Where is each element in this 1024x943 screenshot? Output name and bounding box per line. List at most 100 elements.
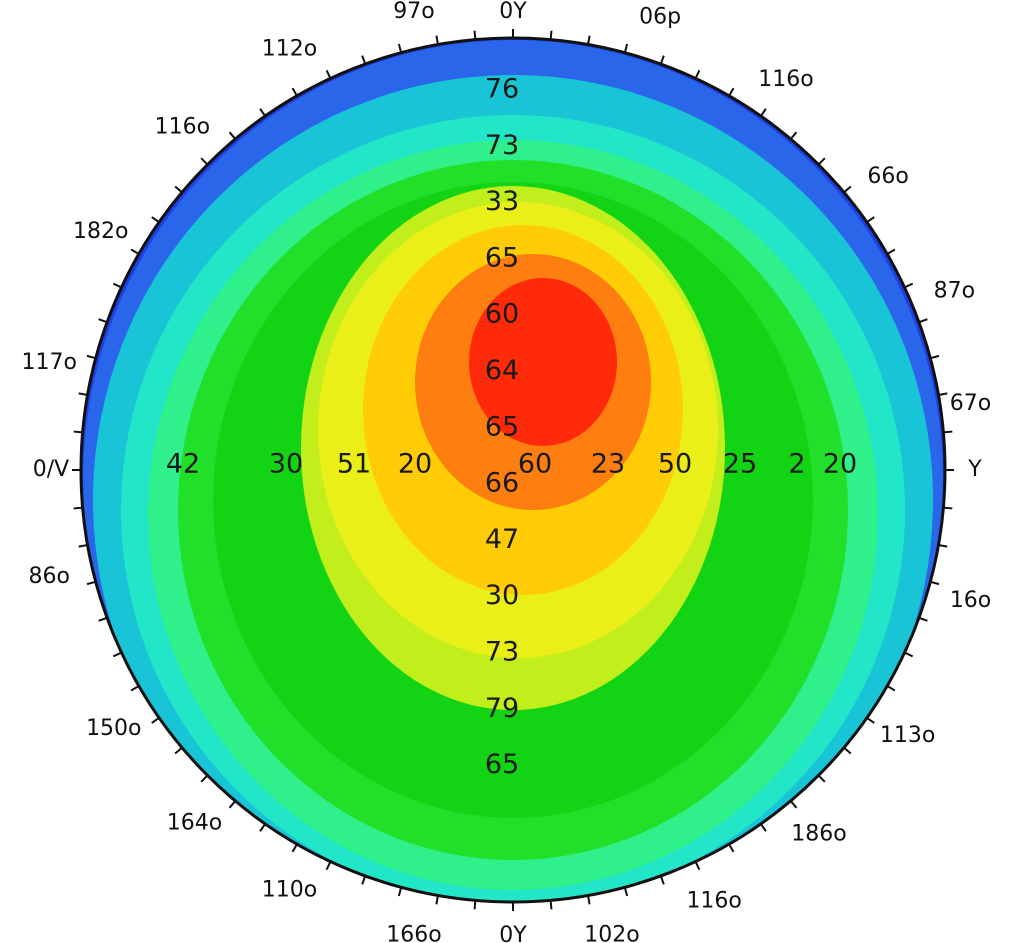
rim-tick (587, 35, 591, 45)
vertical-value-label: 30 (485, 580, 519, 611)
vertical-value-label: 73 (485, 130, 519, 161)
rim-tick (435, 35, 439, 45)
vertical-value-label: 65 (485, 411, 519, 442)
horizontal-value-label: 25 (723, 449, 757, 480)
vertical-value-label: 73 (485, 637, 519, 668)
contour-level-12 (469, 278, 617, 446)
vertical-value-label: 79 (485, 693, 519, 724)
rim-label: 102o (584, 923, 639, 943)
rim-label: 113o (880, 723, 935, 748)
rim-tick (866, 716, 875, 724)
rim-tick (886, 248, 896, 255)
rim-tick (943, 430, 953, 434)
rim-tick (904, 651, 914, 658)
vertical-value-label: 60 (485, 299, 519, 330)
vertical-value-label: 66 (485, 468, 519, 499)
rim-label: 0Y (499, 0, 527, 24)
rim-tick (694, 69, 701, 79)
rim-label: Y (967, 457, 982, 482)
rim-label: 87o (934, 279, 975, 304)
rim-tick (728, 843, 735, 853)
rim-tick (325, 861, 332, 871)
rim-tick (325, 69, 332, 79)
rim-tick (938, 392, 948, 396)
vertical-value-label: 47 (485, 524, 519, 555)
rim-ticks (72, 29, 954, 911)
rim-tick (549, 900, 553, 910)
rim-label: 0Y (499, 923, 527, 943)
rim-tick (397, 43, 403, 53)
rim-tick (623, 887, 629, 897)
rim-label: 06p (639, 4, 681, 29)
rim-tick (473, 900, 477, 910)
rim-tick (886, 685, 896, 692)
rim-tick (151, 716, 160, 724)
rim-tick (73, 506, 83, 510)
rim-label: 97o (393, 0, 434, 24)
rim-tick (291, 87, 298, 97)
rim-tick (228, 131, 237, 140)
horizontal-value-label: 51 (337, 449, 371, 480)
rim-label: 16o (950, 588, 991, 613)
horizontal-value-label: 2 (788, 449, 805, 480)
rim-tick (789, 131, 798, 140)
rim-label: 110o (262, 877, 317, 902)
rim-tick (200, 157, 209, 166)
rim-tick (78, 392, 88, 396)
rim-label: 116o (758, 67, 813, 92)
rim-tick (174, 746, 183, 755)
rim-tick (86, 580, 96, 586)
rim-label: 117o (21, 350, 76, 375)
contour-fills (81, 38, 945, 902)
rim-tick (659, 875, 665, 885)
rim-tick (473, 30, 477, 40)
horizontal-value-label: 23 (591, 449, 625, 480)
rim-tick (759, 108, 767, 117)
rim-tick (397, 887, 403, 897)
rim-tick (938, 544, 948, 548)
rim-tick (930, 580, 940, 586)
rim-tick (549, 30, 553, 40)
rim-tick (259, 108, 267, 117)
rim-tick (259, 823, 267, 832)
rim-tick (78, 544, 88, 548)
rim-label: 182o (73, 219, 128, 244)
rim-tick (918, 616, 928, 622)
rim-tick (904, 282, 914, 289)
rim-labels: 0Y 06p 116o 66o 87o 67o Y 16o 113o 186o 116o 102o 0Y… (21, 0, 991, 943)
rim-tick (98, 318, 108, 324)
vertical-value-label: 65 (485, 242, 519, 273)
rim-label: 112o (262, 37, 317, 62)
rim-tick (623, 43, 629, 53)
rim-tick (789, 800, 798, 809)
rim-tick (130, 685, 140, 692)
rim-label: 116o (155, 115, 210, 140)
rim-label: 164o (167, 811, 222, 836)
rim-tick (918, 318, 928, 324)
rim-tick (659, 55, 665, 65)
rim-tick (843, 185, 852, 194)
rim-tick (943, 506, 953, 510)
rim-tick (361, 875, 367, 885)
horizontal-value-label: 20 (823, 449, 857, 480)
vertical-value-label: 64 (485, 355, 519, 386)
rim-tick (694, 861, 701, 871)
rim-tick (228, 800, 237, 809)
rim-tick (587, 895, 591, 905)
rim-label: 67o (950, 391, 991, 416)
rim-tick (174, 185, 183, 194)
rim-label: 116o (686, 888, 741, 913)
rim-tick (151, 216, 160, 224)
rim-tick (728, 87, 735, 97)
horizontal-value-label: 20 (398, 449, 432, 480)
horizontal-value-label: 42 (166, 449, 200, 480)
rim-tick (843, 746, 852, 755)
rim-tick (930, 354, 940, 360)
rim-tick (817, 774, 826, 783)
rim-tick (86, 354, 96, 360)
rim-tick (98, 616, 108, 622)
rim-tick (435, 895, 439, 905)
rim-tick (130, 248, 140, 255)
contour-value-labels: 76 73 33 65 60 64 65 66 47 30 73 79 65 42 30 51 20 60 23 50… (166, 74, 857, 781)
